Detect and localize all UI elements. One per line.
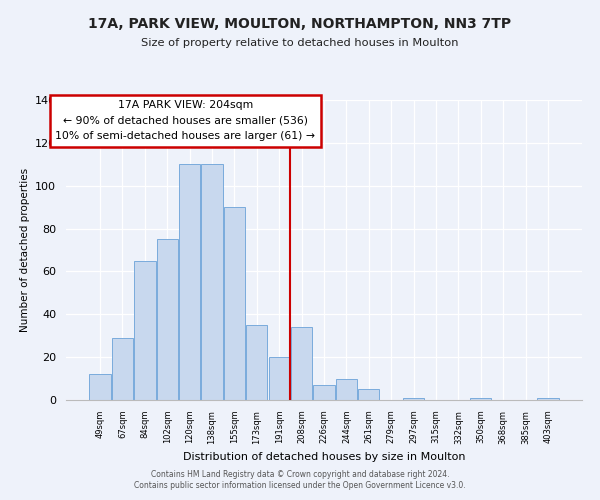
- Bar: [134, 260, 155, 400]
- Bar: [157, 240, 178, 400]
- X-axis label: Distribution of detached houses by size in Moulton: Distribution of detached houses by size …: [183, 452, 465, 462]
- Bar: [89, 374, 111, 400]
- Text: Contains HM Land Registry data © Crown copyright and database right 2024.: Contains HM Land Registry data © Crown c…: [151, 470, 449, 479]
- Text: 17A, PARK VIEW, MOULTON, NORTHAMPTON, NN3 7TP: 17A, PARK VIEW, MOULTON, NORTHAMPTON, NN…: [88, 18, 512, 32]
- Bar: [470, 398, 491, 400]
- Bar: [358, 390, 379, 400]
- Bar: [112, 338, 133, 400]
- Bar: [403, 398, 424, 400]
- Bar: [202, 164, 223, 400]
- Bar: [246, 325, 268, 400]
- Bar: [537, 398, 559, 400]
- Text: Contains public sector information licensed under the Open Government Licence v3: Contains public sector information licen…: [134, 481, 466, 490]
- Bar: [291, 327, 312, 400]
- Bar: [179, 164, 200, 400]
- Y-axis label: Number of detached properties: Number of detached properties: [20, 168, 29, 332]
- Bar: [269, 357, 290, 400]
- Bar: [313, 385, 335, 400]
- Text: Size of property relative to detached houses in Moulton: Size of property relative to detached ho…: [141, 38, 459, 48]
- Bar: [336, 378, 357, 400]
- Bar: [224, 207, 245, 400]
- Text: 17A PARK VIEW: 204sqm
← 90% of detached houses are smaller (536)
10% of semi-det: 17A PARK VIEW: 204sqm ← 90% of detached …: [55, 100, 315, 141]
